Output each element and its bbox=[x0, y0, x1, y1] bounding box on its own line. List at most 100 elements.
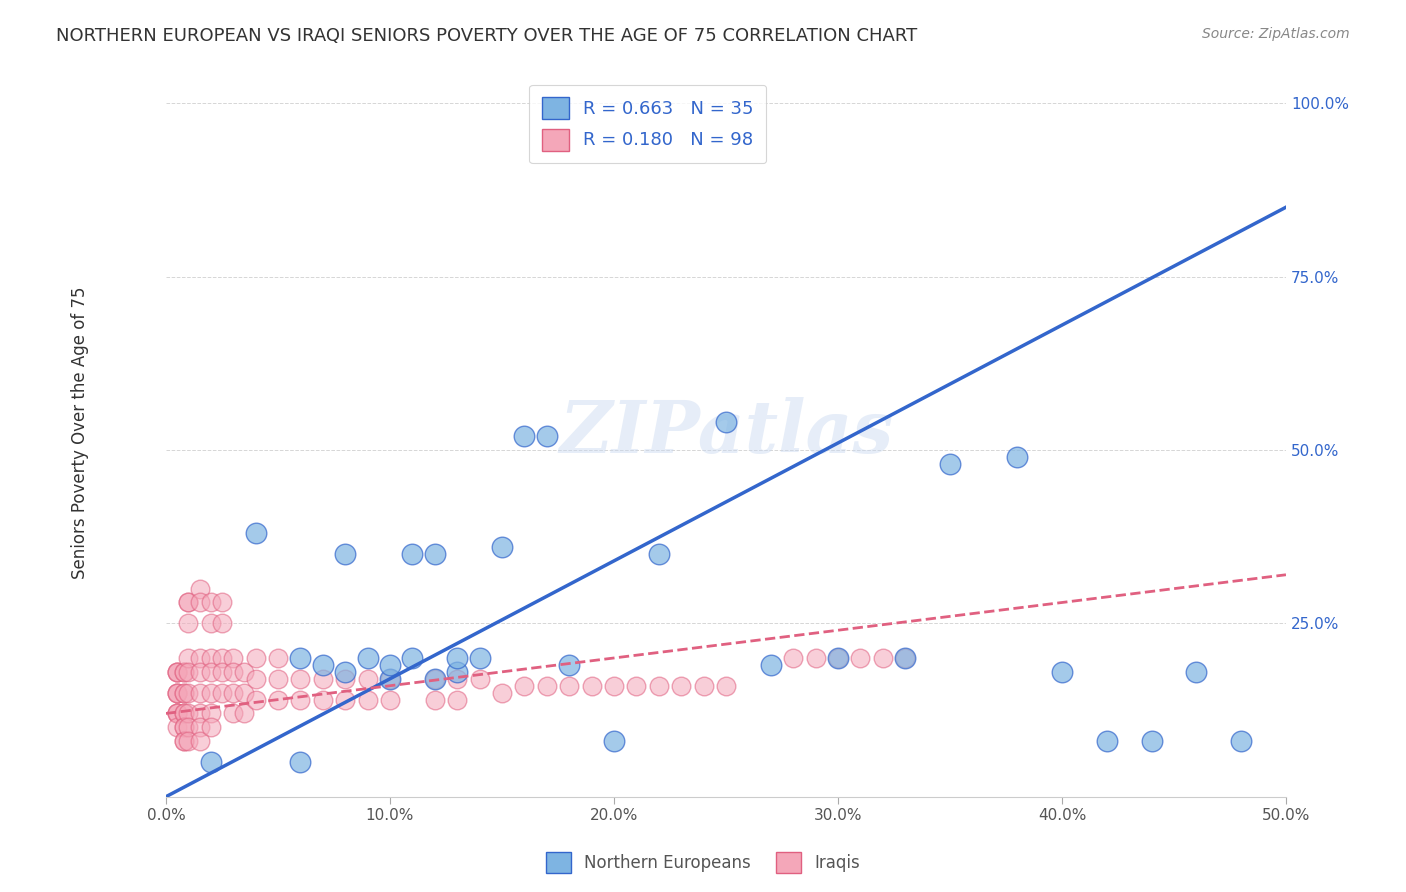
Text: NORTHERN EUROPEAN VS IRAQI SENIORS POVERTY OVER THE AGE OF 75 CORRELATION CHART: NORTHERN EUROPEAN VS IRAQI SENIORS POVER… bbox=[56, 27, 918, 45]
Iraqis bbox=[166, 686, 188, 700]
Northern Europeans bbox=[513, 429, 536, 443]
Northern Europeans bbox=[423, 547, 446, 561]
Iraqis bbox=[222, 665, 245, 679]
Iraqis bbox=[335, 672, 357, 686]
Northern Europeans bbox=[558, 657, 581, 672]
Iraqis bbox=[290, 672, 312, 686]
Iraqis bbox=[188, 734, 211, 748]
Iraqis bbox=[177, 651, 200, 665]
Iraqis bbox=[872, 651, 894, 665]
Iraqis bbox=[446, 672, 468, 686]
Northern Europeans bbox=[536, 429, 558, 443]
Northern Europeans bbox=[491, 540, 513, 554]
Iraqis bbox=[513, 679, 536, 693]
Iraqis bbox=[267, 692, 290, 706]
Iraqis bbox=[177, 616, 200, 631]
Northern Europeans bbox=[603, 734, 626, 748]
Iraqis bbox=[312, 692, 335, 706]
Iraqis bbox=[173, 706, 195, 721]
Iraqis bbox=[581, 679, 603, 693]
Iraqis bbox=[177, 706, 200, 721]
Iraqis bbox=[211, 651, 233, 665]
Iraqis bbox=[468, 672, 491, 686]
Iraqis bbox=[200, 651, 222, 665]
Iraqis bbox=[211, 595, 233, 609]
Iraqis bbox=[173, 720, 195, 734]
Northern Europeans bbox=[1005, 450, 1028, 464]
Iraqis bbox=[648, 679, 671, 693]
Iraqis bbox=[222, 706, 245, 721]
Iraqis bbox=[245, 651, 267, 665]
Iraqis bbox=[177, 720, 200, 734]
Northern Europeans bbox=[648, 547, 671, 561]
Y-axis label: Seniors Poverty Over the Age of 75: Seniors Poverty Over the Age of 75 bbox=[72, 286, 89, 579]
Northern Europeans bbox=[1140, 734, 1163, 748]
Iraqis bbox=[233, 706, 256, 721]
Iraqis bbox=[267, 672, 290, 686]
Iraqis bbox=[356, 692, 378, 706]
Iraqis bbox=[233, 686, 256, 700]
Iraqis bbox=[173, 686, 195, 700]
Legend: R = 0.663   N = 35, R = 0.180   N = 98: R = 0.663 N = 35, R = 0.180 N = 98 bbox=[529, 85, 766, 163]
Iraqis bbox=[626, 679, 648, 693]
Iraqis bbox=[378, 672, 401, 686]
Northern Europeans bbox=[1230, 734, 1253, 748]
Iraqis bbox=[166, 686, 188, 700]
Iraqis bbox=[177, 595, 200, 609]
Northern Europeans bbox=[335, 665, 357, 679]
Iraqis bbox=[603, 679, 626, 693]
Iraqis bbox=[188, 706, 211, 721]
Iraqis bbox=[423, 692, 446, 706]
Iraqis bbox=[173, 686, 195, 700]
Iraqis bbox=[536, 679, 558, 693]
Iraqis bbox=[233, 665, 256, 679]
Northern Europeans bbox=[759, 657, 782, 672]
Iraqis bbox=[166, 706, 188, 721]
Iraqis bbox=[356, 672, 378, 686]
Legend: Northern Europeans, Iraqis: Northern Europeans, Iraqis bbox=[540, 846, 866, 880]
Northern Europeans bbox=[312, 657, 335, 672]
Iraqis bbox=[312, 672, 335, 686]
Iraqis bbox=[166, 665, 188, 679]
Iraqis bbox=[714, 679, 737, 693]
Northern Europeans bbox=[1185, 665, 1208, 679]
Iraqis bbox=[200, 720, 222, 734]
Northern Europeans bbox=[1095, 734, 1118, 748]
Iraqis bbox=[166, 686, 188, 700]
Northern Europeans bbox=[401, 547, 423, 561]
Iraqis bbox=[177, 665, 200, 679]
Northern Europeans bbox=[200, 755, 222, 769]
Iraqis bbox=[188, 686, 211, 700]
Iraqis bbox=[245, 692, 267, 706]
Iraqis bbox=[173, 665, 195, 679]
Iraqis bbox=[446, 692, 468, 706]
Iraqis bbox=[378, 692, 401, 706]
Iraqis bbox=[166, 665, 188, 679]
Iraqis bbox=[166, 706, 188, 721]
Iraqis bbox=[692, 679, 714, 693]
Northern Europeans bbox=[423, 672, 446, 686]
Iraqis bbox=[188, 665, 211, 679]
Iraqis bbox=[290, 692, 312, 706]
Iraqis bbox=[166, 665, 188, 679]
Iraqis bbox=[491, 686, 513, 700]
Iraqis bbox=[222, 651, 245, 665]
Northern Europeans bbox=[1050, 665, 1073, 679]
Iraqis bbox=[188, 651, 211, 665]
Iraqis bbox=[222, 686, 245, 700]
Iraqis bbox=[200, 665, 222, 679]
Iraqis bbox=[173, 720, 195, 734]
Iraqis bbox=[423, 672, 446, 686]
Iraqis bbox=[558, 679, 581, 693]
Northern Europeans bbox=[378, 672, 401, 686]
Iraqis bbox=[177, 595, 200, 609]
Northern Europeans bbox=[894, 651, 917, 665]
Iraqis bbox=[188, 582, 211, 596]
Iraqis bbox=[200, 616, 222, 631]
Iraqis bbox=[173, 665, 195, 679]
Iraqis bbox=[804, 651, 827, 665]
Iraqis bbox=[827, 651, 849, 665]
Northern Europeans bbox=[939, 457, 962, 471]
Iraqis bbox=[200, 706, 222, 721]
Iraqis bbox=[267, 651, 290, 665]
